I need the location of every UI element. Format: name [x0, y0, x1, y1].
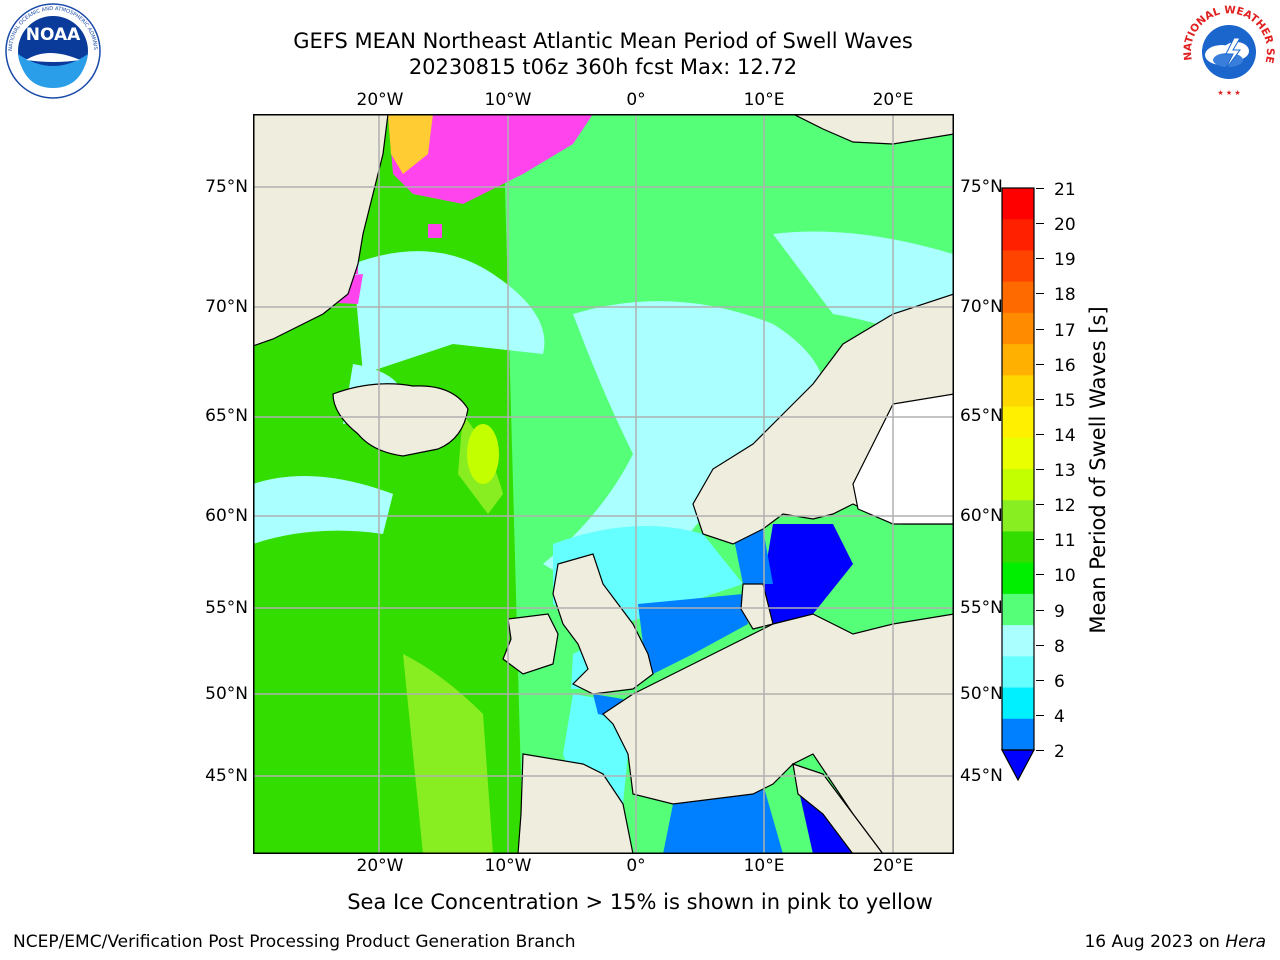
colorbar-band [1002, 437, 1034, 470]
footer-date: 16 Aug 2023 on Hera [1084, 932, 1266, 952]
chart-title: GEFS MEAN Northeast Atlantic Mean Period… [293, 29, 913, 53]
lon-tick-top: 10°E [743, 90, 785, 110]
colorbar-tick-mark [1036, 223, 1044, 225]
colorbar-tick-label: 9 [1054, 601, 1065, 622]
lat-tick-left: 70°N [205, 297, 248, 317]
colorbar-tick-label: 6 [1054, 671, 1065, 692]
colorbar-tick-mark [1036, 714, 1044, 716]
lon-tick-top: 0° [626, 90, 646, 110]
colorbar-tick-label: 14 [1054, 425, 1076, 446]
colorbar-band [1002, 531, 1034, 564]
lat-tick-right: 75°N [960, 177, 1003, 197]
footer-host: Hera [1225, 932, 1266, 952]
colorbar-band [1002, 656, 1034, 689]
footer-credit: NCEP/EMC/Verification Post Processing Pr… [13, 932, 576, 952]
colorbar-tick-label: 15 [1054, 390, 1076, 411]
colorbar-band [1002, 344, 1034, 376]
lat-tick-left: 75°N [205, 177, 248, 197]
colorbar-tick-label: 8 [1054, 636, 1065, 657]
lat-tick-left: 50°N [205, 684, 248, 704]
lon-tick-top: 20°E [872, 90, 914, 110]
colorbar-tick-label: 4 [1054, 706, 1065, 727]
colorbar [1000, 186, 1036, 782]
colorbar-tick-mark [1036, 469, 1044, 470]
svg-text:★ ★ ★: ★ ★ ★ [1217, 89, 1240, 97]
colorbar-band [1002, 687, 1034, 720]
colorbar-extend-arrow [1001, 749, 1035, 782]
colorbar-band [1002, 593, 1034, 626]
lat-tick-left: 55°N [205, 598, 248, 618]
swell-band-11-12 [403, 654, 493, 854]
colorbar-band [1002, 562, 1034, 595]
colorbar-band [1002, 312, 1034, 345]
lat-tick-right: 55°N [960, 598, 1003, 618]
colorbar-tick-mark [1036, 188, 1044, 189]
noaa-logo: NOAA NATIONAL OCEANIC AND ATMOSPHERIC AD… [0, 0, 104, 100]
lat-tick-left: 45°N [205, 766, 248, 786]
lon-tick-bottom: 0° [626, 856, 646, 876]
colorbar-tick-mark [1036, 433, 1044, 435]
colorbar-tick-mark [1036, 363, 1044, 365]
land [253, 114, 954, 854]
swell-band-2-4 [638, 594, 748, 674]
lat-tick-left: 65°N [205, 406, 248, 426]
colorbar-tick-mark [1036, 504, 1044, 506]
colorbar-tick-mark [1036, 539, 1044, 541]
colorbar-tick-label: 18 [1054, 285, 1076, 306]
lon-tick-bottom: 20°W [356, 856, 404, 876]
colorbar-tick-mark [1036, 398, 1044, 400]
colorbar-band [1002, 219, 1034, 251]
colorbar-tick-label: 20 [1054, 215, 1076, 236]
colorbar-tick-label: 19 [1054, 250, 1076, 271]
colorbar-band [1002, 469, 1034, 501]
colorbar-tick-mark [1036, 574, 1044, 576]
colorbar-tick-label: 21 [1054, 180, 1076, 200]
lat-tick-right: 60°N [960, 506, 1003, 526]
colorbar-tick-mark [1036, 293, 1044, 295]
lon-tick-bottom: 20°E [872, 856, 914, 876]
colorbar-band [1002, 500, 1034, 532]
colorbar-band [1002, 375, 1034, 408]
colorbar-tick-mark [1036, 609, 1044, 611]
colorbar-tick-label: 13 [1054, 461, 1076, 481]
colorbar-tick-label: 11 [1054, 531, 1076, 552]
graticule [253, 114, 954, 854]
colorbar-tick-label: 16 [1054, 355, 1076, 376]
noaa-logo-text: NOAA [26, 25, 81, 45]
lat-tick-right: 65°N [960, 406, 1003, 426]
colorbar-band [1002, 250, 1034, 283]
caption: Sea Ice Concentration > 15% is shown in … [347, 890, 933, 914]
colorbar-band [1002, 625, 1034, 657]
colorbar-tick-mark [1036, 679, 1044, 681]
map-panel [253, 114, 954, 854]
colorbar-tick-mark [1036, 258, 1044, 260]
lat-tick-left: 60°N [205, 506, 248, 526]
swell-band-below-2 [763, 524, 853, 624]
colorbar-tick-mark [1036, 328, 1044, 330]
colorbar-tick-label: 17 [1054, 320, 1076, 341]
lat-tick-right: 45°N [960, 766, 1003, 786]
colorbar-band [1002, 281, 1034, 314]
colorbar-band [1002, 718, 1034, 751]
colorbar-band [1002, 188, 1034, 220]
colorbar-tick-label: 2 [1054, 742, 1065, 762]
lon-tick-top: 20°W [356, 90, 404, 110]
colorbar-band [1002, 406, 1034, 439]
lon-tick-bottom: 10°E [743, 856, 785, 876]
colorbar-tick-mark [1036, 750, 1044, 751]
colorbar-tick-label: 10 [1054, 566, 1076, 587]
colorbar-label: Mean Period of Swell Waves [s] [1086, 306, 1110, 634]
lon-tick-top: 10°W [484, 90, 532, 110]
lat-tick-right: 70°N [960, 297, 1003, 317]
lat-tick-right: 50°N [960, 684, 1003, 704]
chart-subtitle: 20230815 t06z 360h fcst Max: 12.72 [408, 55, 798, 79]
colorbar-tick-label: 12 [1054, 496, 1076, 517]
lon-tick-bottom: 10°W [484, 856, 532, 876]
sea-ice [388, 114, 593, 204]
footer-date-text: 16 Aug 2023 on [1084, 932, 1226, 952]
nws-logo: NATIONAL WEATHER SERVICE ★ ★ ★ [1174, 0, 1280, 100]
colorbar-tick-mark [1036, 644, 1044, 646]
swell-band-8-9 [353, 251, 545, 374]
